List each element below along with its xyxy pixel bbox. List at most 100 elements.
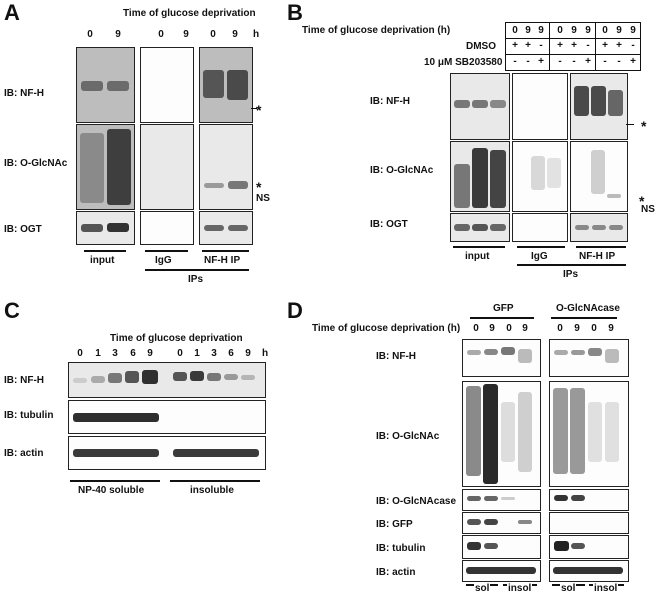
panel-b-group-label: input (465, 251, 490, 262)
panel-d-lane: 9 (574, 323, 580, 334)
panel-b-time: 0 (557, 25, 563, 36)
panel-b-dmso-label: DMSO (466, 41, 496, 52)
panel-b-time: 9 (571, 25, 577, 36)
panel-a-blot-input-nfh (76, 47, 135, 123)
panel-b-group-label: IgG (531, 251, 548, 262)
panel-d-row-label: IB: O-GlcNAcase (376, 496, 457, 507)
panel-d-blot-ogla-oglcnac (549, 381, 629, 487)
panel-a-lane: 0 (87, 29, 93, 40)
panel-c-unit: h (261, 348, 269, 359)
panel-c-row-label: IB: tubulin (4, 410, 54, 421)
panel-d-group-label: sol (474, 583, 491, 594)
panel-a-letter: A (4, 0, 20, 25)
panel-a-row-label: IB: OGT (4, 224, 42, 235)
panel-d-row-label: IB: O-GlcNAc (376, 431, 440, 442)
panel-b-sb: - (617, 56, 621, 67)
panel-c-group-label: insoluble (190, 485, 234, 496)
panel-d-lane: 0 (473, 323, 479, 334)
panel-c-lane: 6 (228, 348, 234, 359)
panel-a-group-label: IgG (155, 255, 172, 266)
panel-a-group-label: input (90, 255, 115, 266)
panel-a-blot-ip-ogt (199, 211, 253, 245)
panel-a-group-bar (202, 250, 249, 252)
panel-b-sb: + (630, 56, 636, 67)
panel-c-lane: 1 (95, 348, 101, 359)
panel-b-sb-label: 10 μM SB203580 (424, 57, 503, 68)
panel-c-header: Time of glucose deprivation (110, 333, 243, 344)
panel-b-header: Time of glucose deprivation (h) (302, 25, 451, 36)
panel-c-blot-nfh (68, 362, 266, 398)
panel-b-row-label: IB: O-GlcNAc (370, 165, 434, 176)
panel-d-blot-gfp-oglcnac (462, 381, 541, 487)
panel-c-letter: C (4, 298, 20, 323)
panel-b-star: * (641, 118, 647, 134)
panel-c-lane: 0 (77, 348, 83, 359)
panel-a-ips-bar (145, 269, 249, 271)
panel-d-blot-ogla-actin (549, 560, 629, 582)
panel-a-lane: 9 (232, 29, 238, 40)
panel-d-row-label: IB: NF-H (376, 351, 416, 362)
panel-b-blot-igg-nfh (512, 73, 568, 140)
panel-a-unit: h (252, 29, 260, 40)
panel-b-dmso: + (525, 40, 531, 51)
panel-c-lane: 9 (245, 348, 251, 359)
panel-b-blot-ip-oglcnac (570, 141, 628, 212)
panel-b-condition-grid: 0 9 9 0 9 9 0 9 9 + + - + + - + + - - - … (505, 22, 641, 72)
panel-b-group-label: NF-H IP (579, 251, 616, 262)
panel-c-lane: 3 (112, 348, 118, 359)
panel-b-dmso: + (512, 40, 518, 51)
panel-d-group-label: insol (507, 583, 533, 594)
panel-d-blot-gfp-tubulin (462, 535, 541, 559)
panel-d-blot-gfp-ogla (462, 489, 541, 511)
panel-c-blot-actin (68, 436, 266, 470)
panel-d-row-label: IB: tubulin (376, 543, 426, 554)
panel-a-star: * (256, 179, 262, 195)
panel-d-lane: 0 (591, 323, 597, 334)
panel-d-lane: 0 (506, 323, 512, 334)
panel-b-group-bar (453, 246, 505, 248)
panel-a-lane: 0 (210, 29, 216, 40)
panel-b-time: 9 (538, 25, 544, 36)
panel-b-group-bar (517, 246, 565, 248)
panel-c-row-label: IB: actin (4, 448, 44, 459)
panel-a-lane: 9 (115, 29, 121, 40)
panel-b-sb: + (585, 56, 591, 67)
panel-b-blot-input-ogt (450, 213, 510, 242)
panel-b-time: 0 (512, 25, 518, 36)
panel-a-star-line (251, 108, 257, 109)
panel-b-time: 0 (602, 25, 608, 36)
panel-d-blot-ogla-ogla (549, 489, 629, 511)
panel-b-sb: - (572, 56, 576, 67)
panel-a-blot-input-oglcnac (76, 124, 135, 210)
panel-d-lane: 0 (557, 323, 563, 334)
panel-b-sb: - (558, 56, 562, 67)
panel-d-header: Time of glucose deprivation (h) (312, 323, 461, 334)
panel-a-blot-igg-oglcnac (140, 124, 194, 210)
panel-d-blot-gfp-gfp (462, 512, 541, 534)
panel-d-blot-gfp-nfh (462, 339, 541, 377)
panel-b-ips-label: IPs (563, 269, 579, 280)
panel-b-dmso: - (586, 40, 590, 51)
panel-b-row-label: IB: NF-H (370, 96, 410, 107)
panel-d-lane: 9 (608, 323, 614, 334)
panel-b-dmso: + (616, 40, 622, 51)
panel-d-row-label: IB: GFP (376, 519, 413, 530)
panel-d-letter: D (287, 298, 303, 323)
panel-d-lane: 9 (522, 323, 528, 334)
panel-a-lane: 0 (158, 29, 164, 40)
panel-d-group-label: sol (560, 583, 577, 594)
panel-d-blot-ogla-gfp (549, 512, 629, 534)
panel-b-blot-ip-ogt (570, 213, 628, 242)
panel-b-time: 9 (585, 25, 591, 36)
panel-d-construct-bar (551, 317, 617, 319)
panel-b-blot-input-nfh (450, 73, 510, 140)
panel-b-blot-igg-ogt (512, 213, 568, 242)
panel-c-group-bar (170, 480, 260, 482)
panel-a-blot-igg-ogt (140, 211, 194, 245)
panel-d-blot-ogla-nfh (549, 339, 629, 377)
panel-b-letter: B (287, 0, 303, 25)
panel-b-group-bar (576, 246, 626, 248)
panel-d-blot-ogla-tubulin (549, 535, 629, 559)
panel-b-time: 9 (616, 25, 622, 36)
panel-b-row-label: IB: OGT (370, 219, 408, 230)
